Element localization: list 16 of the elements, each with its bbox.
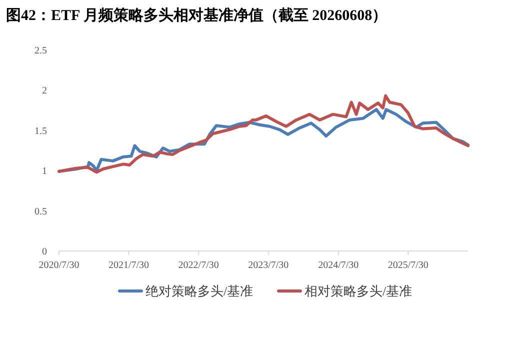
- line-series: [58, 94, 470, 174]
- x-tick-label: 2021/7/30: [108, 260, 150, 271]
- legend-label: 绝对策略多头/基准: [146, 284, 254, 298]
- chart-title: 图42：ETF 月频策略多头相对基准净值（截至 20260608）: [6, 7, 388, 24]
- y-tick-label: 0: [42, 246, 47, 258]
- y-tick-label: 0.5: [34, 206, 47, 218]
- x-tick-label: 2022/7/30: [178, 260, 219, 271]
- x-tick-label: 2020/7/30: [38, 260, 80, 271]
- y-tick-label: 2: [42, 86, 47, 97]
- y-tick-label: 2.5: [34, 46, 47, 56]
- legend-label: 相对策略多头/基准: [304, 284, 412, 298]
- x-tick-label: 2024/7/30: [318, 260, 359, 271]
- y-tick-label: 1: [42, 166, 47, 178]
- x-tick-label: 2025/7/30: [388, 260, 428, 271]
- y-tick-label: 1.5: [34, 126, 47, 137]
- x-tick-label: 2023/7/30: [248, 260, 289, 271]
